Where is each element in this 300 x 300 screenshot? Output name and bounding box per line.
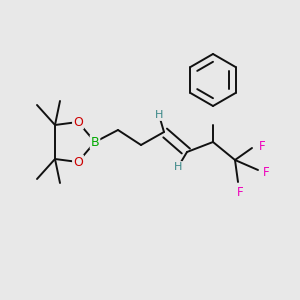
Text: F: F: [259, 140, 265, 152]
Text: H: H: [155, 110, 163, 120]
Text: B: B: [91, 136, 99, 148]
Text: O: O: [73, 155, 83, 169]
Text: F: F: [237, 185, 243, 199]
Text: F: F: [263, 166, 269, 178]
Text: O: O: [73, 116, 83, 128]
Text: H: H: [174, 162, 182, 172]
